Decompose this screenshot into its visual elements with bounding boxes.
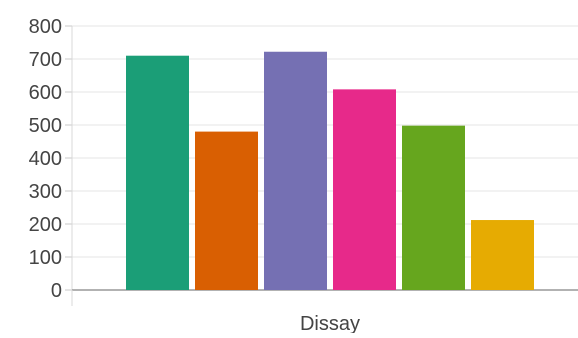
bars [126, 51, 534, 291]
y-tick-label: 100 [29, 247, 62, 269]
y-tick-label: 700 [29, 49, 62, 71]
y-tick-label: 800 [29, 16, 62, 38]
y-tick-label: 200 [29, 214, 62, 236]
bar-series-6 [471, 220, 534, 290]
y-tick-label: 400 [29, 148, 62, 170]
bar-series-5 [402, 125, 465, 290]
bar-series-2 [195, 131, 258, 290]
y-tick-label: 300 [29, 181, 62, 203]
tick-labels: 0 100 200 300 400 500 600 700 800 Dissay [29, 16, 360, 335]
x-category-label: Dissay [300, 313, 360, 333]
y-tick-label: 0 [51, 280, 62, 302]
y-tick-label: 600 [29, 82, 62, 104]
bar-series-4 [333, 89, 396, 290]
bar-series-1 [126, 55, 189, 291]
y-tick-label: 500 [29, 115, 62, 137]
bar-series-3 [264, 51, 327, 290]
